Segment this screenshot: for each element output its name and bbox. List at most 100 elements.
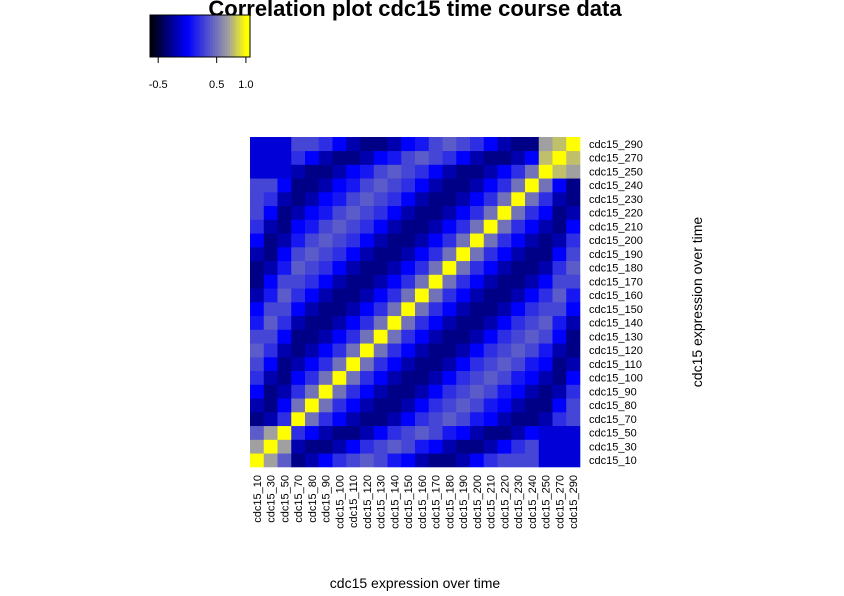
heatmap-cell [401,288,416,303]
heatmap-cell [346,439,361,454]
x-tick-label: cdc15_290 [568,475,580,529]
x-tick-label: cdc15_80 [307,475,319,523]
y-tick-label: cdc15_240 [589,180,643,192]
heatmap-cell [291,219,306,234]
heatmap-cell [250,412,265,427]
heatmap-cell [277,192,292,207]
heatmap-cell [415,219,430,234]
heatmap-cell [318,288,333,303]
heatmap-cell [318,150,333,165]
heatmap-cell [263,425,278,440]
heatmap-cell [277,247,292,262]
y-tick-label: cdc15_100 [589,373,643,385]
heatmap-cell [346,247,361,262]
heatmap-cell [277,274,292,289]
heatmap-cell [566,247,581,262]
heatmap-cell [346,260,361,275]
heatmap-cell [442,219,457,234]
heatmap-cell [360,137,375,152]
heatmap-cell [538,412,553,427]
heatmap-cell [442,453,457,468]
heatmap-cell [332,150,347,165]
heatmap-cell [277,205,292,220]
heatmap-cell [250,357,265,372]
heatmap-cell [305,247,320,262]
heatmap-cell [497,233,512,248]
heatmap-cell [552,315,567,330]
heatmap-cell [305,302,320,317]
y-axis-label: cdc15 expression over time [689,217,705,388]
heatmap-cell [373,150,388,165]
heatmap-cell [428,384,443,399]
heatmap-cell [470,288,485,303]
heatmap-cell [428,274,443,289]
heatmap-cell [387,425,402,440]
y-tick-label: cdc15_80 [589,400,637,412]
x-tick-label: cdc15_150 [403,475,415,529]
heatmap-cell [552,384,567,399]
heatmap-cell [332,315,347,330]
color-key-step [197,15,201,57]
heatmap-cell [552,247,567,262]
heatmap-cell [428,260,443,275]
heatmap-cell [511,315,526,330]
y-tick-label: cdc15_50 [589,428,637,440]
heatmap-cell [497,370,512,385]
heatmap-cell [318,233,333,248]
heatmap-cell [483,260,498,275]
heatmap-cell [291,315,306,330]
heatmap-cell [305,398,320,413]
heatmap-cell [552,398,567,413]
heatmap-cell [442,150,457,165]
color-key-step [162,15,166,57]
heatmap-cell [470,247,485,262]
heatmap-cell [277,233,292,248]
heatmap-cell [291,205,306,220]
heatmap-cell [305,439,320,454]
heatmap-cell [360,219,375,234]
heatmap-cell [305,453,320,468]
heatmap-cell [497,357,512,372]
heatmap-cell [470,425,485,440]
heatmap-cell [318,384,333,399]
heatmap-cell [483,412,498,427]
heatmap-cell [291,260,306,275]
heatmap-cell [552,178,567,193]
heatmap-cell [470,329,485,344]
heatmap-cell [428,343,443,358]
heatmap-cell [346,412,361,427]
heatmap-cell [401,370,416,385]
heatmap-cell [483,164,498,179]
heatmap-cell [525,137,540,152]
heatmap-cell [291,137,306,152]
heatmap-cell [456,137,471,152]
y-tick-label: cdc15_270 [589,153,643,165]
heatmap-cell [318,329,333,344]
heatmap-cell [373,439,388,454]
heatmap-cell [318,247,333,262]
heatmap-cell [387,302,402,317]
heatmap-cell [470,233,485,248]
heatmap-cell [318,370,333,385]
heatmap-cell [263,398,278,413]
heatmap-cell [277,343,292,358]
heatmap-cell [552,453,567,468]
heatmap-cell [360,288,375,303]
color-key-step [175,15,178,57]
heatmap-cell [497,315,512,330]
heatmap-cell [250,329,265,344]
heatmap-cell [552,439,567,454]
heatmap-cell [470,453,485,468]
heatmap-cell [428,137,443,152]
heatmap-cell [442,357,457,372]
heatmap-cell [428,219,443,234]
heatmap-cell [318,137,333,152]
heatmap-cell [497,137,512,152]
heatmap-cell [442,288,457,303]
heatmap-cell [538,247,553,262]
heatmap-cell [387,164,402,179]
heatmap-cell [387,233,402,248]
heatmap-cell [415,425,430,440]
heatmap-cell [401,164,416,179]
heatmap-cell [250,137,265,152]
